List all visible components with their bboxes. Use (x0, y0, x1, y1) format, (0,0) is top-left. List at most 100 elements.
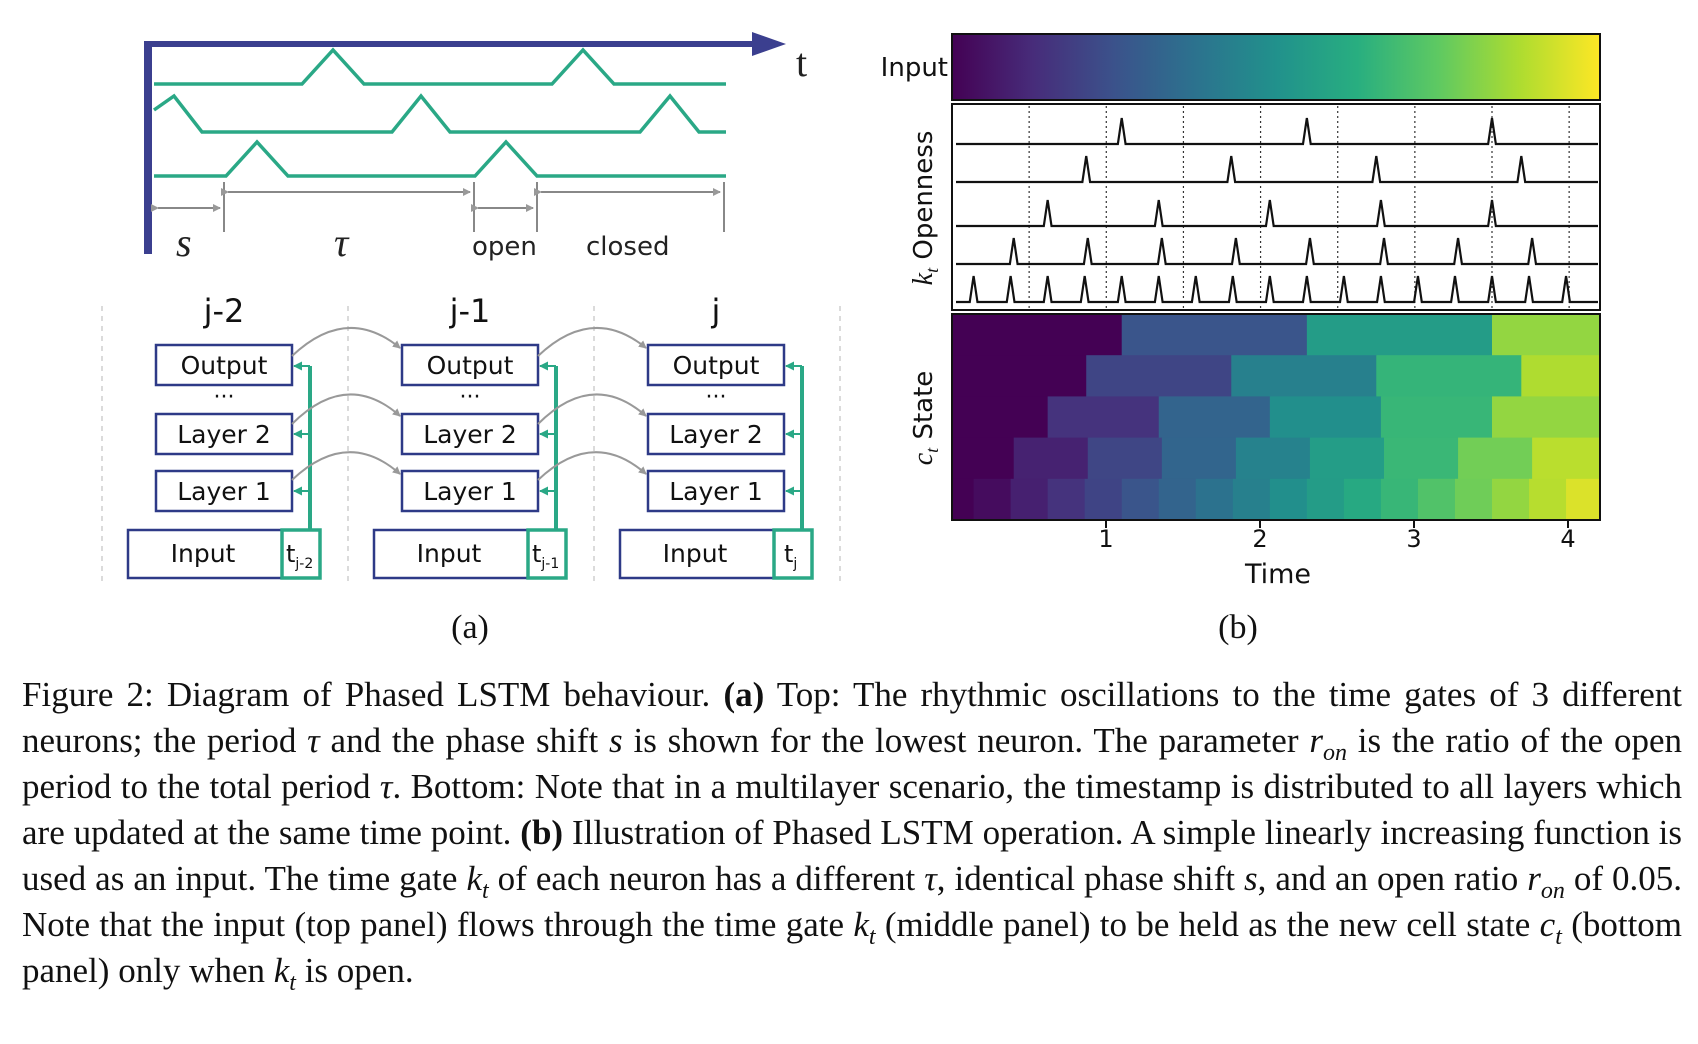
layer-2-label: Layer 2 (177, 420, 271, 449)
timestamp-box (526, 528, 568, 580)
column-header: j-1 (449, 292, 491, 330)
state-cell (1384, 437, 1459, 480)
math-c: c (1539, 905, 1556, 944)
output-box (400, 343, 540, 387)
state-cell (952, 478, 975, 521)
timestamp-label: tj (784, 540, 797, 572)
caption-text: , identical phase shift (936, 859, 1235, 898)
layer-2-label: Layer 2 (423, 420, 517, 449)
state-cell (1235, 437, 1311, 480)
state-cell (1532, 437, 1601, 480)
openness-traces (956, 117, 1598, 304)
caption-text: . Bottom: Note that in a multilayer scen… (22, 767, 1683, 852)
openness-trace (956, 275, 1598, 304)
state-cell (973, 478, 1012, 521)
open-ratio-value: 0.05 (1612, 859, 1674, 898)
math-c-sub: t (1555, 924, 1562, 950)
math-r-on: ron (1309, 721, 1347, 765)
ellipsis: ··· (214, 385, 235, 410)
figure-label: Figure 2: (22, 675, 154, 714)
wave-neuron-2 (152, 93, 726, 134)
time-axis-label: Time (1244, 559, 1311, 590)
state-cell (952, 437, 1015, 480)
state-cell (1269, 478, 1308, 521)
state-cell (1458, 437, 1533, 480)
state-cell (1084, 478, 1123, 521)
phase-shift-label: s (176, 220, 192, 265)
math-s: s (609, 721, 623, 760)
layer-1-label: Layer 1 (177, 477, 271, 506)
caption-text: of each neuron has a different (497, 859, 916, 898)
state-cell (1529, 478, 1567, 521)
caption-text: Illustration of Phased LSTM operation. A… (22, 813, 1683, 898)
state-cell (1010, 478, 1049, 521)
state-cell (1417, 478, 1456, 521)
state-cell (1380, 396, 1493, 439)
state-cell (1158, 478, 1197, 521)
xtick-label: 2 (1252, 525, 1267, 553)
column-header: j (711, 292, 721, 330)
measurement-guides (151, 182, 725, 232)
state-cell (1306, 478, 1345, 521)
timestamp-box (280, 528, 322, 580)
column-j-2: j-2 Output ··· Layer 2 Layer 1 Input tj-… (126, 292, 322, 580)
caption-text: and the phase shift (330, 721, 599, 760)
math-k-sub: t (868, 924, 876, 950)
math-r-on: ron (1527, 859, 1565, 903)
layer-diagram: j-2 Output ··· Layer 2 Layer 1 Input tj-… (101, 292, 841, 646)
caption-text: . Note that the input (top panel) flows … (22, 859, 1683, 944)
caption-text: (middle panel) to be held as the new cel… (884, 905, 1531, 944)
wave-neuron-3 (154, 139, 726, 178)
math-r-sub: on (1540, 878, 1565, 904)
state-cell (1492, 478, 1530, 521)
caption-tag-a: (a) (723, 675, 765, 714)
xtick-label: 1 (1098, 525, 1113, 553)
phased-lstm-illustration: Input kt Openness ct State 1 2 3 4 Time … (881, 33, 1601, 646)
state-cell (1047, 478, 1086, 521)
openness-trace (956, 117, 1598, 146)
state-cell (952, 396, 1049, 439)
state-cell (952, 314, 1123, 356)
state-cell (1086, 355, 1232, 397)
column-separators (101, 306, 841, 586)
input-box (126, 528, 284, 580)
state-cell (1232, 478, 1271, 521)
state-cell (952, 355, 1087, 397)
state-cell (1566, 478, 1601, 521)
output-label: Output (427, 351, 514, 380)
layer-1-label: Layer 1 (669, 477, 763, 506)
panel-b-sublabel: (b) (1218, 609, 1258, 646)
math-c-t: ct (1539, 905, 1562, 949)
math-k-t: kt (274, 951, 296, 995)
output-box (154, 343, 294, 387)
state-cell (1309, 437, 1385, 480)
state-panel-frame (951, 313, 1601, 521)
input-row-label: Input (881, 53, 948, 83)
state-cell (1269, 396, 1382, 439)
layer-1-box (400, 469, 540, 513)
panel-a-sublabel: (a) (451, 609, 489, 646)
layer-1-box (646, 469, 786, 513)
input-box (372, 528, 530, 580)
state-cell (1195, 478, 1234, 521)
openness-axis-label: kt Openness (908, 131, 942, 286)
input-gradient-bar (951, 33, 1601, 101)
openness-trace (956, 199, 1598, 228)
caption-text: is shown for the lowest neuron. The para… (633, 721, 1299, 760)
period-label: τ (334, 220, 350, 265)
layer-2-box (400, 412, 540, 456)
layer-2-box (646, 412, 786, 456)
openness-trace (956, 237, 1598, 266)
state-cell (1161, 437, 1237, 480)
figure-caption: Figure 2: Diagram of Phased LSTM behavio… (22, 672, 1683, 995)
openness-trace (956, 155, 1598, 184)
time-axis-arrowhead (752, 32, 786, 56)
math-k: k (853, 905, 869, 944)
output-box (646, 343, 786, 387)
caption-title: Diagram of Phased LSTM behaviour. (166, 675, 711, 714)
math-tau: τ (379, 767, 393, 806)
state-axis-label: ct State (908, 371, 942, 466)
ellipsis: ··· (706, 385, 727, 410)
caption-text: is open. (304, 951, 414, 990)
